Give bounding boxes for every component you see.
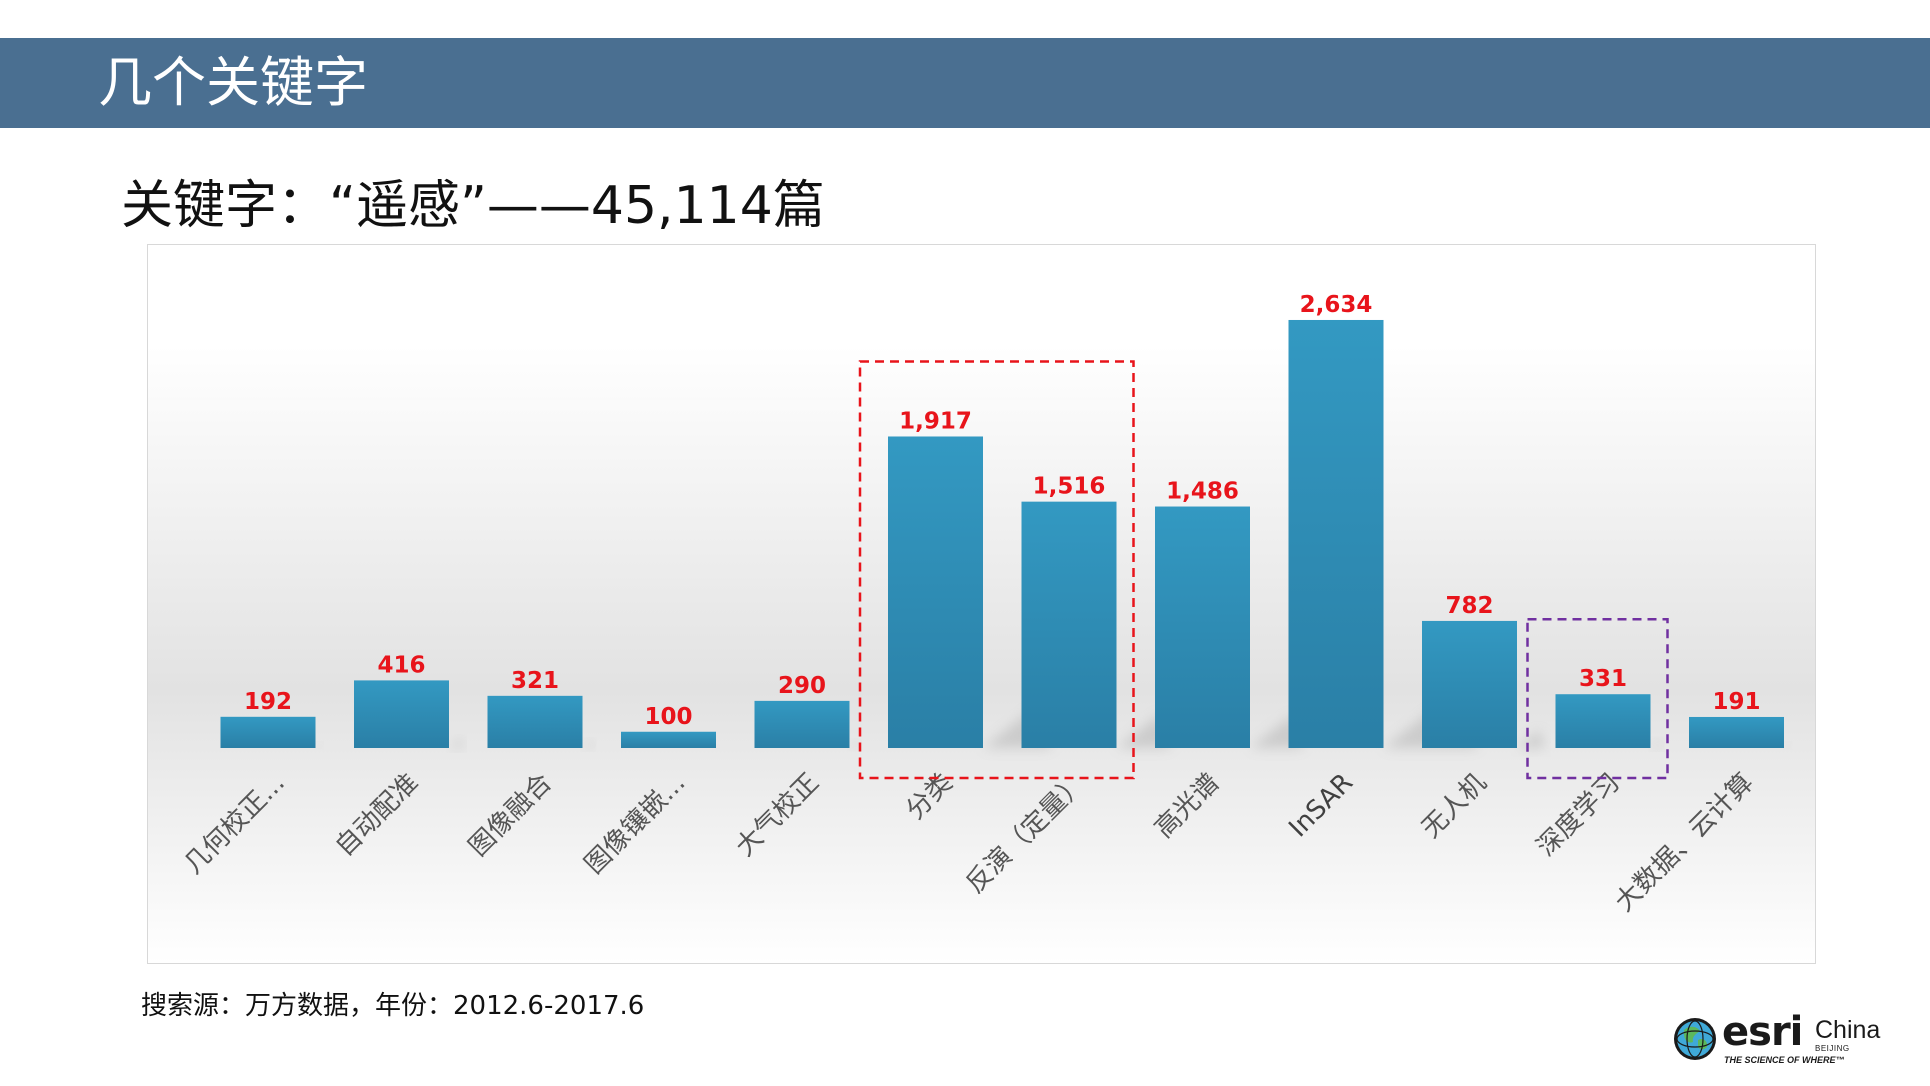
logo-city: BEIJING — [1815, 1044, 1850, 1053]
bar-shadow — [1784, 743, 1791, 748]
bar — [754, 700, 850, 748]
category-label: InSAR — [1283, 768, 1359, 844]
source-note: 搜索源：万方数据，年份：2012.6-2017.6 — [141, 991, 645, 1021]
bar-shadow — [449, 738, 464, 748]
category-label: 分类 — [900, 768, 958, 826]
bar — [621, 731, 716, 748]
slide-title: 几个关键字 — [98, 51, 368, 114]
value-label: 290 — [778, 673, 826, 699]
value-label: 1,917 — [899, 408, 972, 434]
category-label: 自动配准 — [330, 768, 425, 863]
value-label: 2,634 — [1300, 292, 1373, 318]
bar-shadow — [315, 743, 323, 748]
value-label: 416 — [377, 652, 425, 678]
value-label: 782 — [1445, 593, 1493, 619]
chart-area: 192 几何校正... 416 自动配准 321 图像融合 100 图像镶嵌... 290 大气校… — [147, 244, 1816, 964]
title-band: 几个关键字 — [0, 38, 1930, 128]
bar — [354, 680, 449, 748]
category-label: 大数据、云计算 — [1610, 768, 1760, 918]
value-label: 1,486 — [1166, 479, 1239, 505]
category-label: 反演（定量） — [960, 768, 1092, 900]
bar — [1689, 716, 1784, 748]
value-label: 192 — [244, 689, 292, 715]
value-label: 331 — [1579, 666, 1627, 692]
bar-shadow — [716, 745, 720, 748]
bar — [487, 695, 583, 748]
bar — [1021, 501, 1117, 748]
bar-shadow — [582, 740, 594, 748]
bar-chart: 192 几何校正... 416 自动配准 321 图像融合 100 图像镶嵌... 290 大气校… — [179, 292, 1791, 918]
bar-shadow — [1650, 740, 1663, 748]
category-label: 图像融合 — [463, 768, 558, 863]
value-label: 100 — [644, 704, 692, 730]
category-label: 图像镶嵌... — [579, 768, 691, 880]
bar — [220, 716, 316, 748]
value-label: 191 — [1712, 689, 1760, 715]
bar — [1555, 694, 1651, 748]
bar-shadow — [1517, 730, 1545, 748]
highlight-box — [1526, 617, 1669, 780]
category-label: 大气校正 — [730, 768, 825, 863]
globe-icon — [1674, 1018, 1716, 1060]
value-label: 321 — [511, 668, 559, 694]
bar — [1288, 319, 1384, 748]
bar-shadow — [849, 741, 860, 748]
esri-logo: esri China BEIJING THE SCIENCE OF WHERE™ — [1672, 1010, 1882, 1070]
slide-subtitle: 关键字：“遥感”——45,114篇 — [121, 176, 825, 236]
bar — [1155, 506, 1250, 748]
category-label: 几何校正... — [179, 768, 291, 880]
logo-tagline: THE SCIENCE OF WHERE™ — [1724, 1055, 1845, 1065]
logo-region: China — [1815, 1016, 1881, 1044]
value-label: 1,516 — [1033, 474, 1106, 500]
category-label: 深度学习 — [1531, 768, 1626, 863]
highlight-box — [858, 360, 1135, 780]
bar — [1422, 620, 1517, 748]
category-label: 高光谱 — [1149, 768, 1225, 844]
bar — [888, 436, 983, 748]
logo-brand: esri — [1722, 1009, 1803, 1055]
category-label: 无人机 — [1416, 768, 1492, 844]
